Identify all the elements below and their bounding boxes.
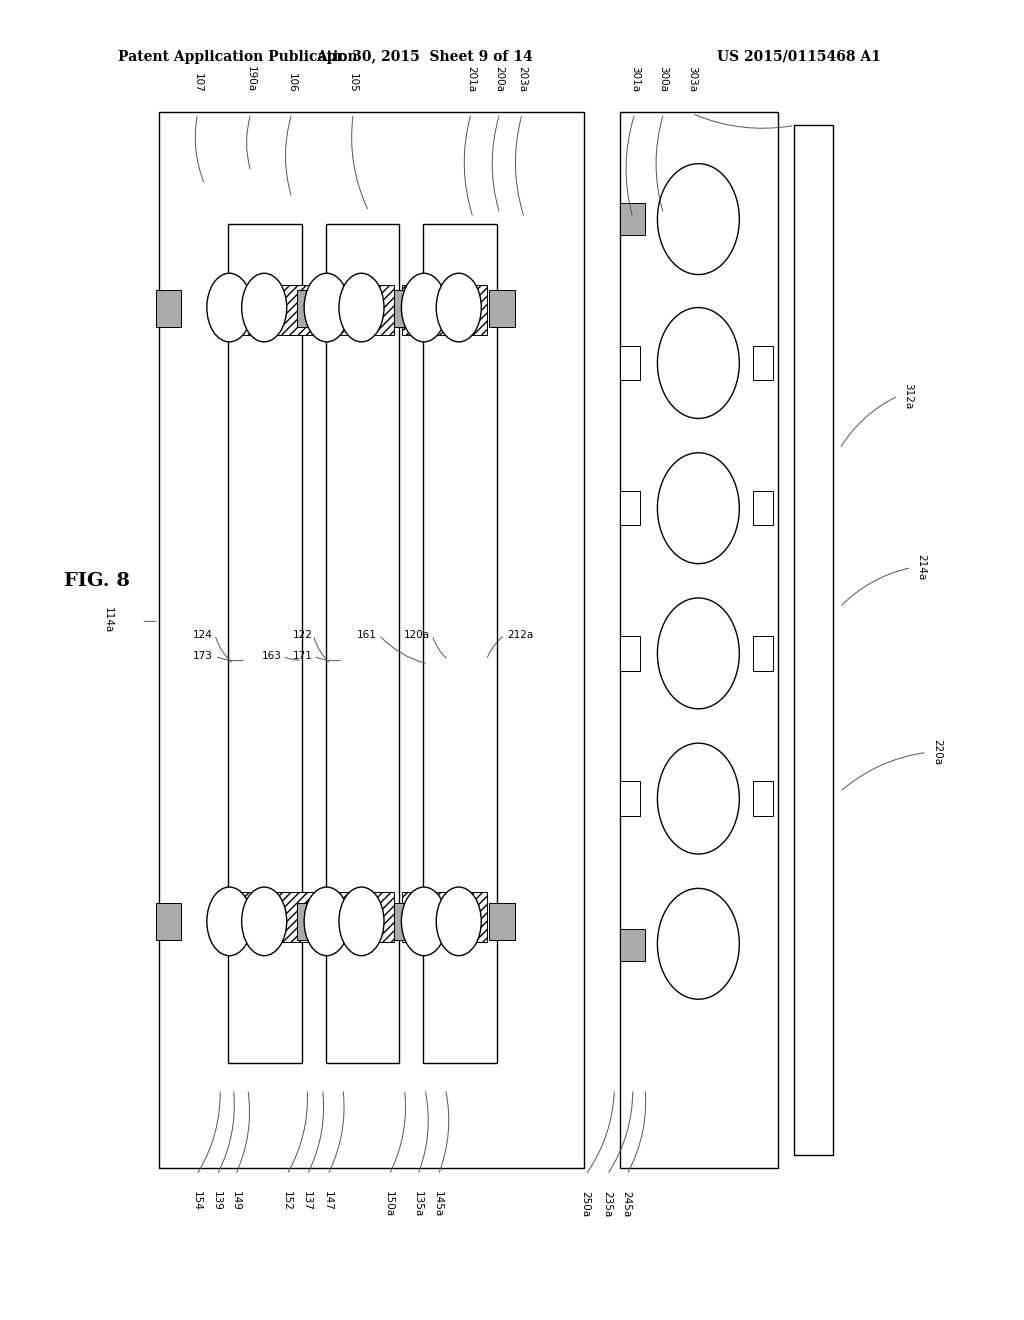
Ellipse shape [304, 887, 349, 956]
Text: 114a: 114a [102, 607, 113, 634]
Text: 105: 105 [348, 73, 358, 92]
Bar [753, 346, 773, 380]
Bar [620, 203, 645, 235]
Ellipse shape [657, 888, 739, 999]
Ellipse shape [242, 273, 287, 342]
Text: 122: 122 [293, 630, 312, 640]
Ellipse shape [657, 598, 739, 709]
Text: 152: 152 [282, 1191, 292, 1210]
Bar [794, 125, 833, 1155]
Text: US 2015/0115468 A1: US 2015/0115468 A1 [717, 50, 881, 63]
Ellipse shape [242, 887, 287, 956]
Ellipse shape [401, 887, 446, 956]
Text: 145a: 145a [433, 1191, 443, 1217]
Bar [228, 224, 302, 1063]
Text: 303a: 303a [687, 66, 697, 92]
Bar [753, 636, 773, 671]
Text: Apr. 30, 2015  Sheet 9 of 14: Apr. 30, 2015 Sheet 9 of 14 [316, 50, 534, 63]
Text: 245a: 245a [622, 1191, 632, 1217]
Text: 235a: 235a [602, 1191, 612, 1217]
Ellipse shape [207, 273, 252, 342]
Text: 171: 171 [293, 651, 312, 661]
Bar [394, 290, 420, 327]
Text: 137: 137 [302, 1191, 312, 1210]
Text: Patent Application Publication: Patent Application Publication [118, 50, 357, 63]
Bar [156, 903, 181, 940]
Ellipse shape [339, 887, 384, 956]
Bar [423, 224, 497, 1063]
Text: 214a: 214a [916, 554, 927, 581]
Text: 107: 107 [193, 73, 203, 92]
Text: 201a: 201a [466, 66, 476, 92]
Ellipse shape [657, 308, 739, 418]
Bar [402, 285, 487, 335]
Bar [753, 491, 773, 525]
Text: 200a: 200a [495, 66, 505, 92]
Text: 250a: 250a [581, 1191, 591, 1217]
Text: 154: 154 [191, 1191, 202, 1210]
Bar [620, 346, 640, 380]
Text: 301a: 301a [630, 66, 640, 92]
Text: 212a: 212a [507, 630, 534, 640]
Ellipse shape [657, 164, 739, 275]
Bar [218, 285, 394, 335]
Text: 161: 161 [357, 630, 377, 640]
Bar [620, 112, 778, 1168]
Bar [489, 290, 515, 327]
Text: 190a: 190a [246, 66, 256, 92]
Text: 139: 139 [212, 1191, 222, 1210]
Text: 147: 147 [323, 1191, 333, 1210]
Ellipse shape [207, 887, 252, 956]
Ellipse shape [339, 273, 384, 342]
Ellipse shape [304, 273, 349, 342]
Text: 300a: 300a [658, 66, 669, 92]
Ellipse shape [436, 273, 481, 342]
Bar [620, 491, 640, 525]
Bar [297, 290, 323, 327]
Bar [620, 636, 640, 671]
Text: 106: 106 [287, 73, 297, 92]
Bar [753, 781, 773, 816]
Bar [394, 903, 420, 940]
Text: 220a: 220a [932, 739, 942, 766]
Ellipse shape [657, 743, 739, 854]
Text: 149: 149 [230, 1191, 241, 1210]
Text: 163: 163 [262, 651, 282, 661]
Bar [159, 112, 584, 1168]
Bar [620, 781, 640, 816]
Ellipse shape [401, 273, 446, 342]
Bar [326, 224, 399, 1063]
Bar [218, 892, 394, 942]
Text: FIG. 8: FIG. 8 [65, 572, 130, 590]
Bar [156, 290, 181, 327]
Text: 135a: 135a [413, 1191, 423, 1217]
Text: 150a: 150a [384, 1191, 394, 1217]
Text: 120a: 120a [403, 630, 430, 640]
Bar [620, 929, 645, 961]
Ellipse shape [436, 887, 481, 956]
Text: 312a: 312a [903, 383, 913, 409]
Bar [297, 903, 323, 940]
Text: 203a: 203a [517, 66, 527, 92]
Bar [489, 903, 515, 940]
Ellipse shape [657, 453, 739, 564]
Bar [402, 892, 487, 942]
Text: 124: 124 [194, 630, 213, 640]
Text: 173: 173 [194, 651, 213, 661]
